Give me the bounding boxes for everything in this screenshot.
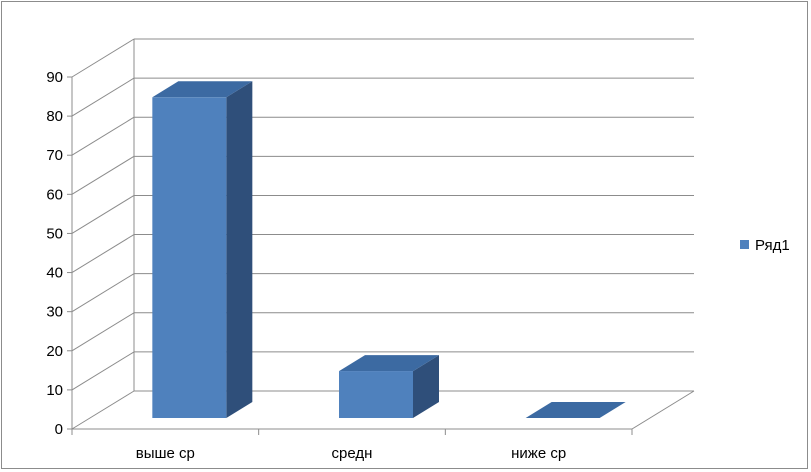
y-tick-label: 50 [46, 225, 63, 242]
bar-top [152, 81, 253, 98]
y-tick-label: 20 [46, 343, 63, 360]
y-tick-label: 40 [46, 265, 63, 282]
y-tick-label: 0 [55, 421, 63, 438]
gridline-diagonal [71, 390, 135, 430]
legend-swatch [740, 240, 749, 249]
y-tick-label: 30 [46, 304, 63, 321]
y-tick-label: 70 [46, 147, 63, 164]
gridline-diagonal [71, 155, 135, 195]
bars [152, 81, 626, 419]
chart-walls [71, 39, 695, 430]
gridline-diagonal [71, 38, 135, 78]
gridline-diagonal [71, 116, 135, 156]
gridline-diagonal [71, 234, 135, 273]
x-tick-label: выше ср [136, 445, 195, 462]
bar-front [152, 97, 227, 419]
bar [339, 355, 439, 418]
legend: Ряд1 [740, 237, 790, 254]
bar-side [413, 355, 439, 418]
bar-front [339, 371, 413, 418]
x-axis: выше ср средн ниже ср [71, 429, 633, 462]
bar-side [226, 81, 253, 419]
y-tick-label: 60 [46, 186, 63, 203]
bar-top [339, 355, 439, 372]
y-axis-ticks: 0 10 20 30 40 50 60 70 80 90 [46, 69, 72, 438]
gridline-diagonal [71, 351, 135, 391]
bar [525, 402, 626, 418]
y-tick-label: 90 [46, 69, 63, 86]
gridline-diagonal [71, 312, 135, 352]
y-tick-label: 10 [46, 382, 63, 399]
gridline-diagonal [71, 273, 135, 313]
y-tick-label: 80 [46, 108, 63, 125]
x-tick-label: ниже ср [511, 445, 566, 462]
gridline-diagonal [71, 195, 135, 234]
floor-right-edge [631, 390, 695, 430]
bar-top [525, 402, 626, 418]
gridline-diagonal [71, 77, 135, 117]
legend-label: Ряд1 [755, 237, 790, 254]
bar [152, 81, 253, 419]
x-tick-label: средн [332, 445, 373, 462]
